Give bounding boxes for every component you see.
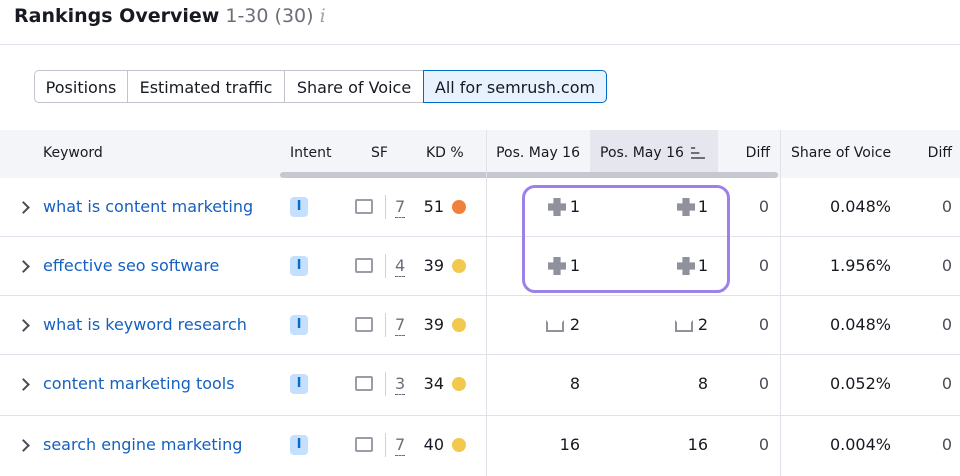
position: 8 <box>569 374 580 393</box>
column-header[interactable]: Diff <box>745 145 770 161</box>
tab[interactable]: Share of Voice <box>284 70 424 103</box>
keyword-link[interactable]: effective seo software <box>43 256 220 275</box>
keyword-link[interactable]: search engine marketing <box>43 435 243 454</box>
position: 16 <box>687 435 708 454</box>
row-divider <box>0 354 960 355</box>
kd-value: 39 <box>423 256 444 275</box>
diff: 0 <box>758 315 769 334</box>
kd-value: 39 <box>423 315 444 334</box>
kd-dot <box>452 318 466 332</box>
position: 2 <box>697 315 708 334</box>
keyword-link[interactable]: content marketing tools <box>43 374 235 393</box>
sov-diff: 0 <box>941 435 952 454</box>
kd-value: 34 <box>423 374 444 393</box>
position: 2 <box>569 315 580 334</box>
intent-badge: I <box>290 435 308 455</box>
column-header[interactable]: Intent <box>290 145 332 161</box>
sf-divider <box>385 433 386 457</box>
share-of-voice: 0.052% <box>829 374 891 393</box>
sov-diff: 0 <box>941 197 952 216</box>
serp-icon <box>355 317 373 332</box>
intent-badge: I <box>290 197 308 217</box>
position: 1 <box>697 197 708 216</box>
tab[interactable]: Positions <box>34 70 128 103</box>
expand-chevron[interactable] <box>17 378 30 391</box>
diff: 0 <box>758 435 769 454</box>
tab[interactable]: Estimated traffic <box>127 70 285 103</box>
range: 1-30 <box>225 5 269 27</box>
position: 1 <box>697 256 708 275</box>
position: 16 <box>559 435 580 454</box>
sov-diff: 0 <box>941 256 952 275</box>
share-of-voice: 0.004% <box>829 435 891 454</box>
column-header[interactable]: KD % <box>426 145 464 161</box>
keyword-link[interactable]: what is keyword research <box>43 315 247 334</box>
diff: 0 <box>758 197 769 216</box>
kd-value: 51 <box>423 197 444 216</box>
column-header[interactable]: Share of Voice <box>791 145 892 161</box>
intent-badge: I <box>290 256 308 276</box>
keyword-link[interactable]: what is content marketing <box>43 197 254 216</box>
sf-count[interactable]: 7 <box>395 435 406 456</box>
row-divider <box>0 236 960 237</box>
intent-badge: I <box>290 315 308 335</box>
kd-dot <box>452 438 466 452</box>
info-icon[interactable]: i <box>319 5 326 27</box>
header: Rankings Overview 1-30 (30) i <box>14 5 326 27</box>
position: 1 <box>569 256 580 275</box>
serp-icon <box>355 199 373 214</box>
column-divider <box>486 130 487 476</box>
kd-dot <box>452 259 466 273</box>
row-divider <box>0 415 960 416</box>
sf-count[interactable]: 4 <box>395 256 406 277</box>
kd-value: 40 <box>423 435 444 454</box>
serp-icon <box>355 437 373 452</box>
sf-divider <box>385 372 386 396</box>
serp-icon <box>355 376 373 391</box>
column-header[interactable]: Keyword <box>43 145 103 161</box>
sf-count[interactable]: 7 <box>395 315 406 336</box>
expand-chevron[interactable] <box>17 201 30 214</box>
column-header[interactable]: Pos. May 16 <box>496 145 580 161</box>
divider <box>0 44 960 45</box>
diff: 0 <box>758 374 769 393</box>
position: 1 <box>569 197 580 216</box>
column-header[interactable]: SF <box>371 145 388 161</box>
intent-badge: I <box>290 374 308 394</box>
title: Rankings Overview <box>14 5 220 27</box>
row-divider <box>0 295 960 296</box>
sf-divider <box>385 254 386 278</box>
position: 8 <box>697 374 708 393</box>
sov-diff: 0 <box>941 374 952 393</box>
serp-icon <box>355 258 373 273</box>
kd-dot <box>452 377 466 391</box>
column-header[interactable]: Pos. May 16 <box>600 145 684 161</box>
scrollbar[interactable] <box>280 172 778 178</box>
crown-icon <box>546 317 564 332</box>
column-divider <box>780 130 781 476</box>
column-header[interactable]: Diff <box>927 145 952 161</box>
sf-count[interactable]: 7 <box>395 197 406 218</box>
expand-chevron[interactable] <box>17 439 30 452</box>
expand-chevron[interactable] <box>17 260 30 273</box>
table-header <box>0 130 960 178</box>
share-of-voice: 1.956% <box>829 256 891 275</box>
sov-diff: 0 <box>941 315 952 334</box>
expand-chevron[interactable] <box>17 319 30 332</box>
kd-dot <box>452 200 466 214</box>
highlight-box <box>522 185 730 293</box>
tab[interactable]: All for semrush.com <box>423 70 607 103</box>
sf-count[interactable]: 3 <box>395 374 406 395</box>
count: (30) <box>274 5 314 27</box>
sf-divider <box>385 313 386 337</box>
share-of-voice: 0.048% <box>829 197 891 216</box>
share-of-voice: 0.048% <box>829 315 891 334</box>
diff: 0 <box>758 256 769 275</box>
crown-icon <box>675 317 693 332</box>
sf-divider <box>385 195 386 219</box>
